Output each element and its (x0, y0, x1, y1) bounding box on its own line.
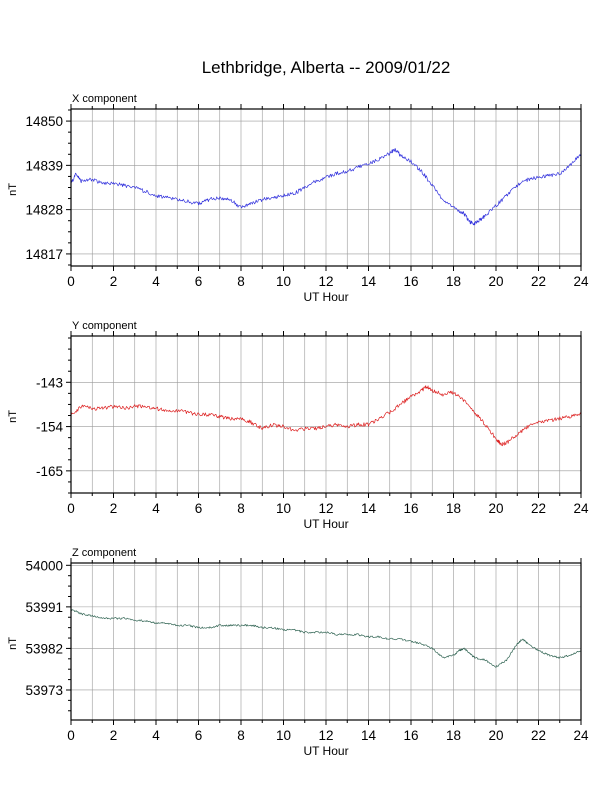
x-tick-label: 24 (573, 501, 589, 516)
panel-title: Y component (72, 320, 137, 332)
x-tick-label: 24 (573, 728, 589, 743)
x-tick-label: 2 (110, 501, 118, 516)
panel-title: Z component (72, 547, 136, 559)
x-tick-label: 18 (446, 274, 461, 289)
x-tick-label: 14 (361, 501, 377, 516)
x-tick-label: 16 (403, 274, 418, 289)
x-tick-label: 10 (276, 274, 291, 289)
x-tick-label: 8 (237, 728, 245, 743)
series-line (70, 608, 582, 668)
y-tick-label: -143 (36, 375, 63, 390)
y-tick-label: 53973 (25, 683, 63, 698)
page-title: Lethbridge, Alberta -- 2009/01/22 (201, 58, 451, 77)
x-axis-label: UT Hour (303, 744, 348, 758)
x-tick-label: 14 (361, 274, 377, 289)
y-tick-label: 53982 (25, 641, 63, 656)
x-tick-label: 10 (276, 728, 291, 743)
x-tick-label: 20 (488, 728, 503, 743)
y-tick-label: 53991 (25, 600, 63, 615)
x-tick-label: 18 (446, 501, 461, 516)
y-tick-label: -154 (36, 420, 64, 435)
y-tick-label: 54000 (25, 558, 63, 573)
y-tick-label: 14839 (25, 158, 63, 173)
x-tick-label: 16 (403, 728, 418, 743)
y-tick-label: 14817 (25, 247, 63, 262)
x-tick-label: 0 (67, 274, 75, 289)
series-line (70, 148, 582, 226)
y-tick-label: 14850 (25, 114, 63, 129)
y-axis-label: nT (7, 637, 19, 650)
x-tick-label: 24 (573, 274, 589, 289)
panel-title: X component (72, 93, 137, 105)
x-tick-label: 4 (152, 501, 160, 516)
x-tick-label: 4 (152, 728, 160, 743)
x-tick-label: 14 (361, 728, 377, 743)
x-axis-label: UT Hour (303, 517, 348, 531)
x-tick-label: 22 (531, 501, 546, 516)
x-tick-label: 4 (152, 274, 160, 289)
x-tick-label: 6 (195, 501, 203, 516)
x-tick-label: 12 (318, 728, 333, 743)
x-tick-label: 0 (67, 501, 75, 516)
y-tick-label: -165 (36, 464, 63, 479)
y-axis-label: nT (7, 410, 19, 423)
y-tick-label: 14828 (25, 203, 63, 218)
x-tick-label: 8 (237, 274, 245, 289)
x-tick-label: 16 (403, 501, 418, 516)
x-tick-label: 2 (110, 274, 118, 289)
y-axis-label: nT (7, 183, 19, 196)
x-tick-label: 10 (276, 501, 291, 516)
x-tick-label: 22 (531, 728, 546, 743)
x-tick-label: 2 (110, 728, 118, 743)
x-tick-label: 8 (237, 501, 245, 516)
x-tick-label: 12 (318, 274, 333, 289)
x-tick-label: 6 (195, 728, 203, 743)
series-line (70, 385, 582, 447)
x-tick-label: 22 (531, 274, 546, 289)
x-tick-label: 6 (195, 274, 203, 289)
x-tick-label: 0 (67, 728, 75, 743)
x-tick-label: 12 (318, 501, 333, 516)
x-tick-label: 18 (446, 728, 461, 743)
x-tick-label: 20 (488, 501, 503, 516)
x-axis-label: UT Hour (303, 290, 348, 304)
x-tick-label: 20 (488, 274, 503, 289)
